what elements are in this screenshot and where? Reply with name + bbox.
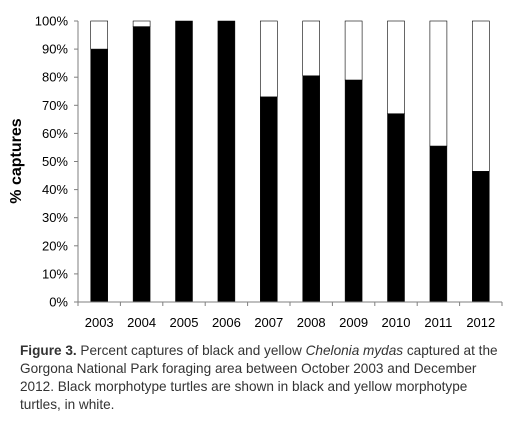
bar-segment-black-2003: [90, 48, 108, 303]
bar-segment-black-2007: [260, 96, 278, 303]
y-tick-label-7: 70%: [42, 98, 68, 113]
y-tick-label-3: 30%: [42, 210, 68, 225]
bar-segment-white-2011: [429, 20, 448, 147]
bar-segment-black-2011: [429, 145, 448, 303]
figure-label: Figure 3.: [20, 343, 77, 358]
bar-segment-black-2004: [132, 26, 151, 303]
bar-segment-black-2006: [217, 20, 236, 303]
y-tick-label-0: 0%: [49, 295, 68, 310]
bar-segment-white-2007: [259, 20, 278, 98]
y-tick-label-4: 40%: [42, 182, 68, 197]
y-tick-label-1: 10%: [42, 266, 68, 281]
x-tick-label-2005: 2005: [170, 315, 199, 330]
x-tick-label-2003: 2003: [85, 315, 114, 330]
x-tick-label-2012: 2012: [466, 315, 495, 330]
x-tick-label-2010: 2010: [382, 315, 411, 330]
bar-segment-white-2009: [344, 20, 363, 81]
caption-text-2: captured at the Gorgona National Park fo…: [20, 343, 498, 412]
x-tick-label-2009: 2009: [339, 315, 368, 330]
caption-text-1: Percent captures of black and yellow: [76, 343, 306, 358]
bar-segment-white-2012: [471, 20, 490, 172]
y-axis-title: % captures: [8, 118, 25, 203]
bar-segment-black-2012: [472, 171, 490, 303]
stacked-bar-chart: 0%10%20%30%40%50%60%70%80%90%100% 2003 20…: [8, 14, 503, 330]
x-tick-label-2007: 2007: [254, 315, 283, 330]
x-tick-label-2008: 2008: [297, 315, 326, 330]
species-name: Chelonia mydas: [305, 343, 404, 358]
y-tick-label-2: 20%: [42, 238, 68, 253]
bar-segment-white-2010: [387, 20, 405, 115]
y-tick-label-6: 60%: [42, 126, 68, 141]
bar-segment-white-2003: [90, 20, 108, 50]
y-axis-ticks: 0% 10% 20% 30% 40% 50% 60% 70% 80% 90% 100%: [35, 14, 78, 310]
x-tick-label-2011: 2011: [424, 315, 452, 330]
bar-segment-white-2008: [302, 20, 321, 77]
y-tick-label-8: 80%: [42, 70, 68, 85]
bar-segment-black-2009: [344, 79, 363, 303]
y-tick-label-9: 90%: [42, 42, 68, 57]
bar-segment-white-2004: [132, 20, 151, 27]
bars-group: [90, 20, 490, 303]
figure-caption: Figure 3. Percent captures of black and …: [20, 342, 500, 414]
y-tick-label-5: 50%: [42, 154, 68, 169]
x-tick-label-2004: 2004: [127, 315, 156, 330]
x-axis-ticks: 2003 2004 2005 2006 2007 2008 2009 2010 2011 2012: [77, 302, 503, 330]
bar-segment-black-2008: [302, 75, 320, 303]
y-tick-label-10: 100%: [35, 14, 69, 29]
bar-segment-black-2010: [387, 113, 405, 303]
x-tick-label-2006: 2006: [212, 315, 241, 330]
bar-segment-black-2005: [175, 20, 193, 303]
